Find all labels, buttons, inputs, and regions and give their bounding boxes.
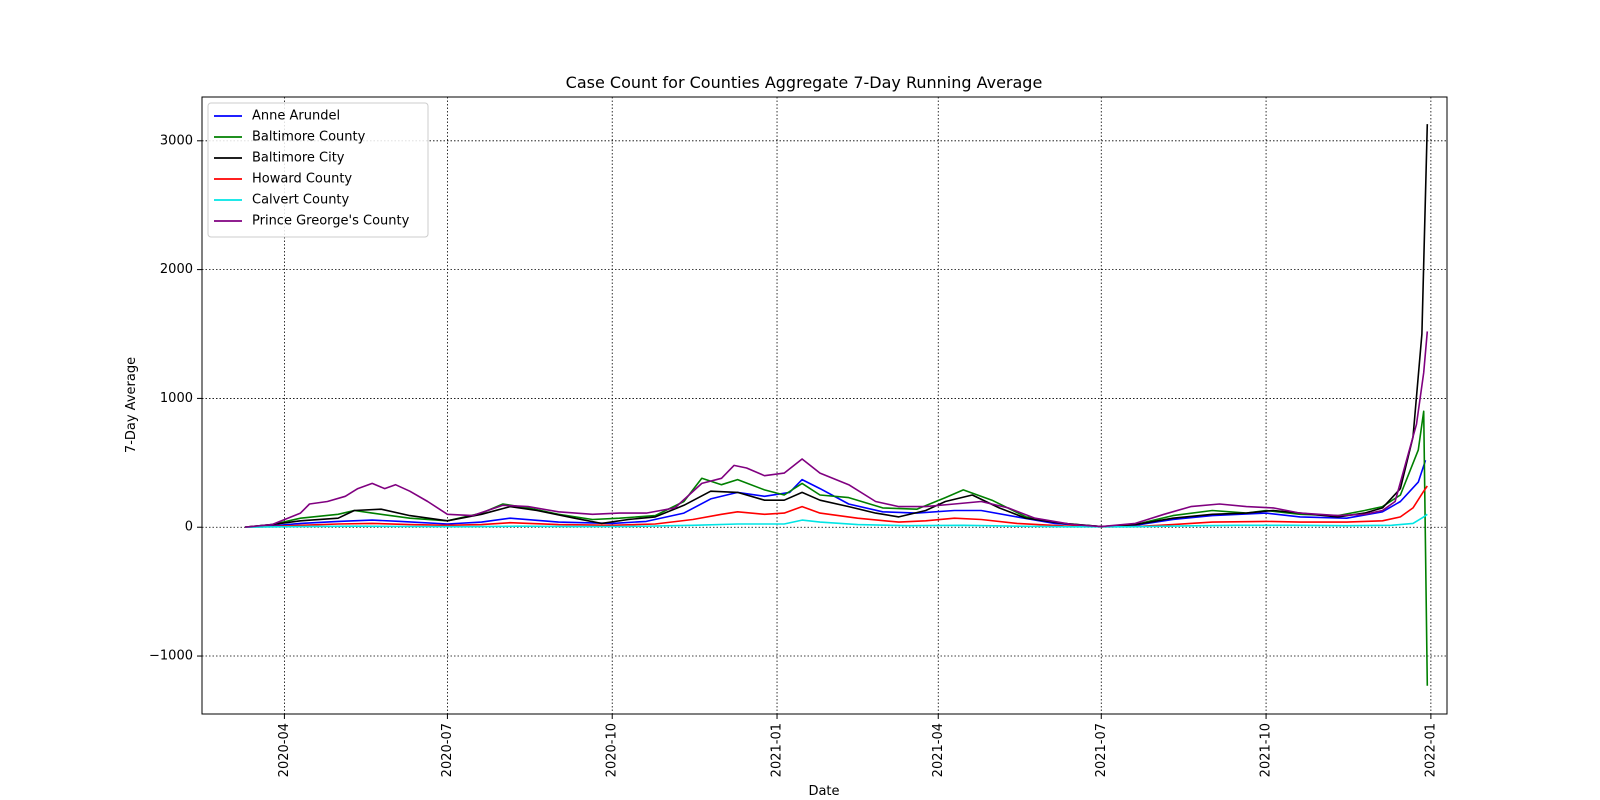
legend-label: Anne Arundel	[252, 109, 340, 124]
x-tick-label: 2020-07	[440, 723, 455, 777]
legend-label: Calvert County	[252, 193, 350, 208]
series-line-5	[244, 331, 1429, 528]
y-tick-label: 2000	[160, 262, 193, 277]
x-tick-label: 2021-10	[1259, 723, 1274, 777]
legend-label: Howard County	[252, 172, 352, 187]
y-axis-ticks: −1000 0 1000 2000 3000	[149, 133, 202, 664]
chart-title: Case Count for Counties Aggregate 7-Day …	[566, 73, 1043, 92]
x-tick-label: 2020-10	[605, 723, 620, 777]
series-line-4	[244, 513, 1428, 528]
x-tick-label: 2021-01	[770, 723, 785, 777]
series-line-2	[244, 124, 1429, 528]
legend: Anne Arundel Baltimore County Baltimore Ci…	[207, 102, 429, 238]
y-tick-label: 0	[185, 520, 193, 535]
plot-frame	[201, 96, 1448, 715]
x-tick-label: 2021-04	[931, 723, 946, 777]
legend-label: Baltimore County	[252, 130, 366, 145]
x-tick-label: 2022-01	[1423, 723, 1438, 777]
x-tick-label: 2021-07	[1094, 723, 1109, 777]
x-axis-ticks: 2020-04 2020-07 2020-10 2021-01 2021-04 2021-…	[277, 714, 1438, 777]
y-tick-label: 3000	[160, 133, 193, 148]
legend-label: Baltimore City	[252, 151, 345, 166]
legend-label: Prince Greorge's County	[252, 214, 410, 229]
y-tick-label: 1000	[160, 391, 193, 406]
series-line-0	[244, 459, 1427, 528]
y-tick-label: −1000	[149, 649, 193, 664]
series-line-3	[244, 485, 1428, 528]
x-tick-label: 2020-04	[277, 723, 292, 777]
y-axis-label: 7-Day Average	[124, 357, 139, 453]
plot-series-group	[244, 124, 1429, 686]
legend-box	[207, 102, 429, 238]
x-axis-label: Date	[808, 784, 839, 799]
